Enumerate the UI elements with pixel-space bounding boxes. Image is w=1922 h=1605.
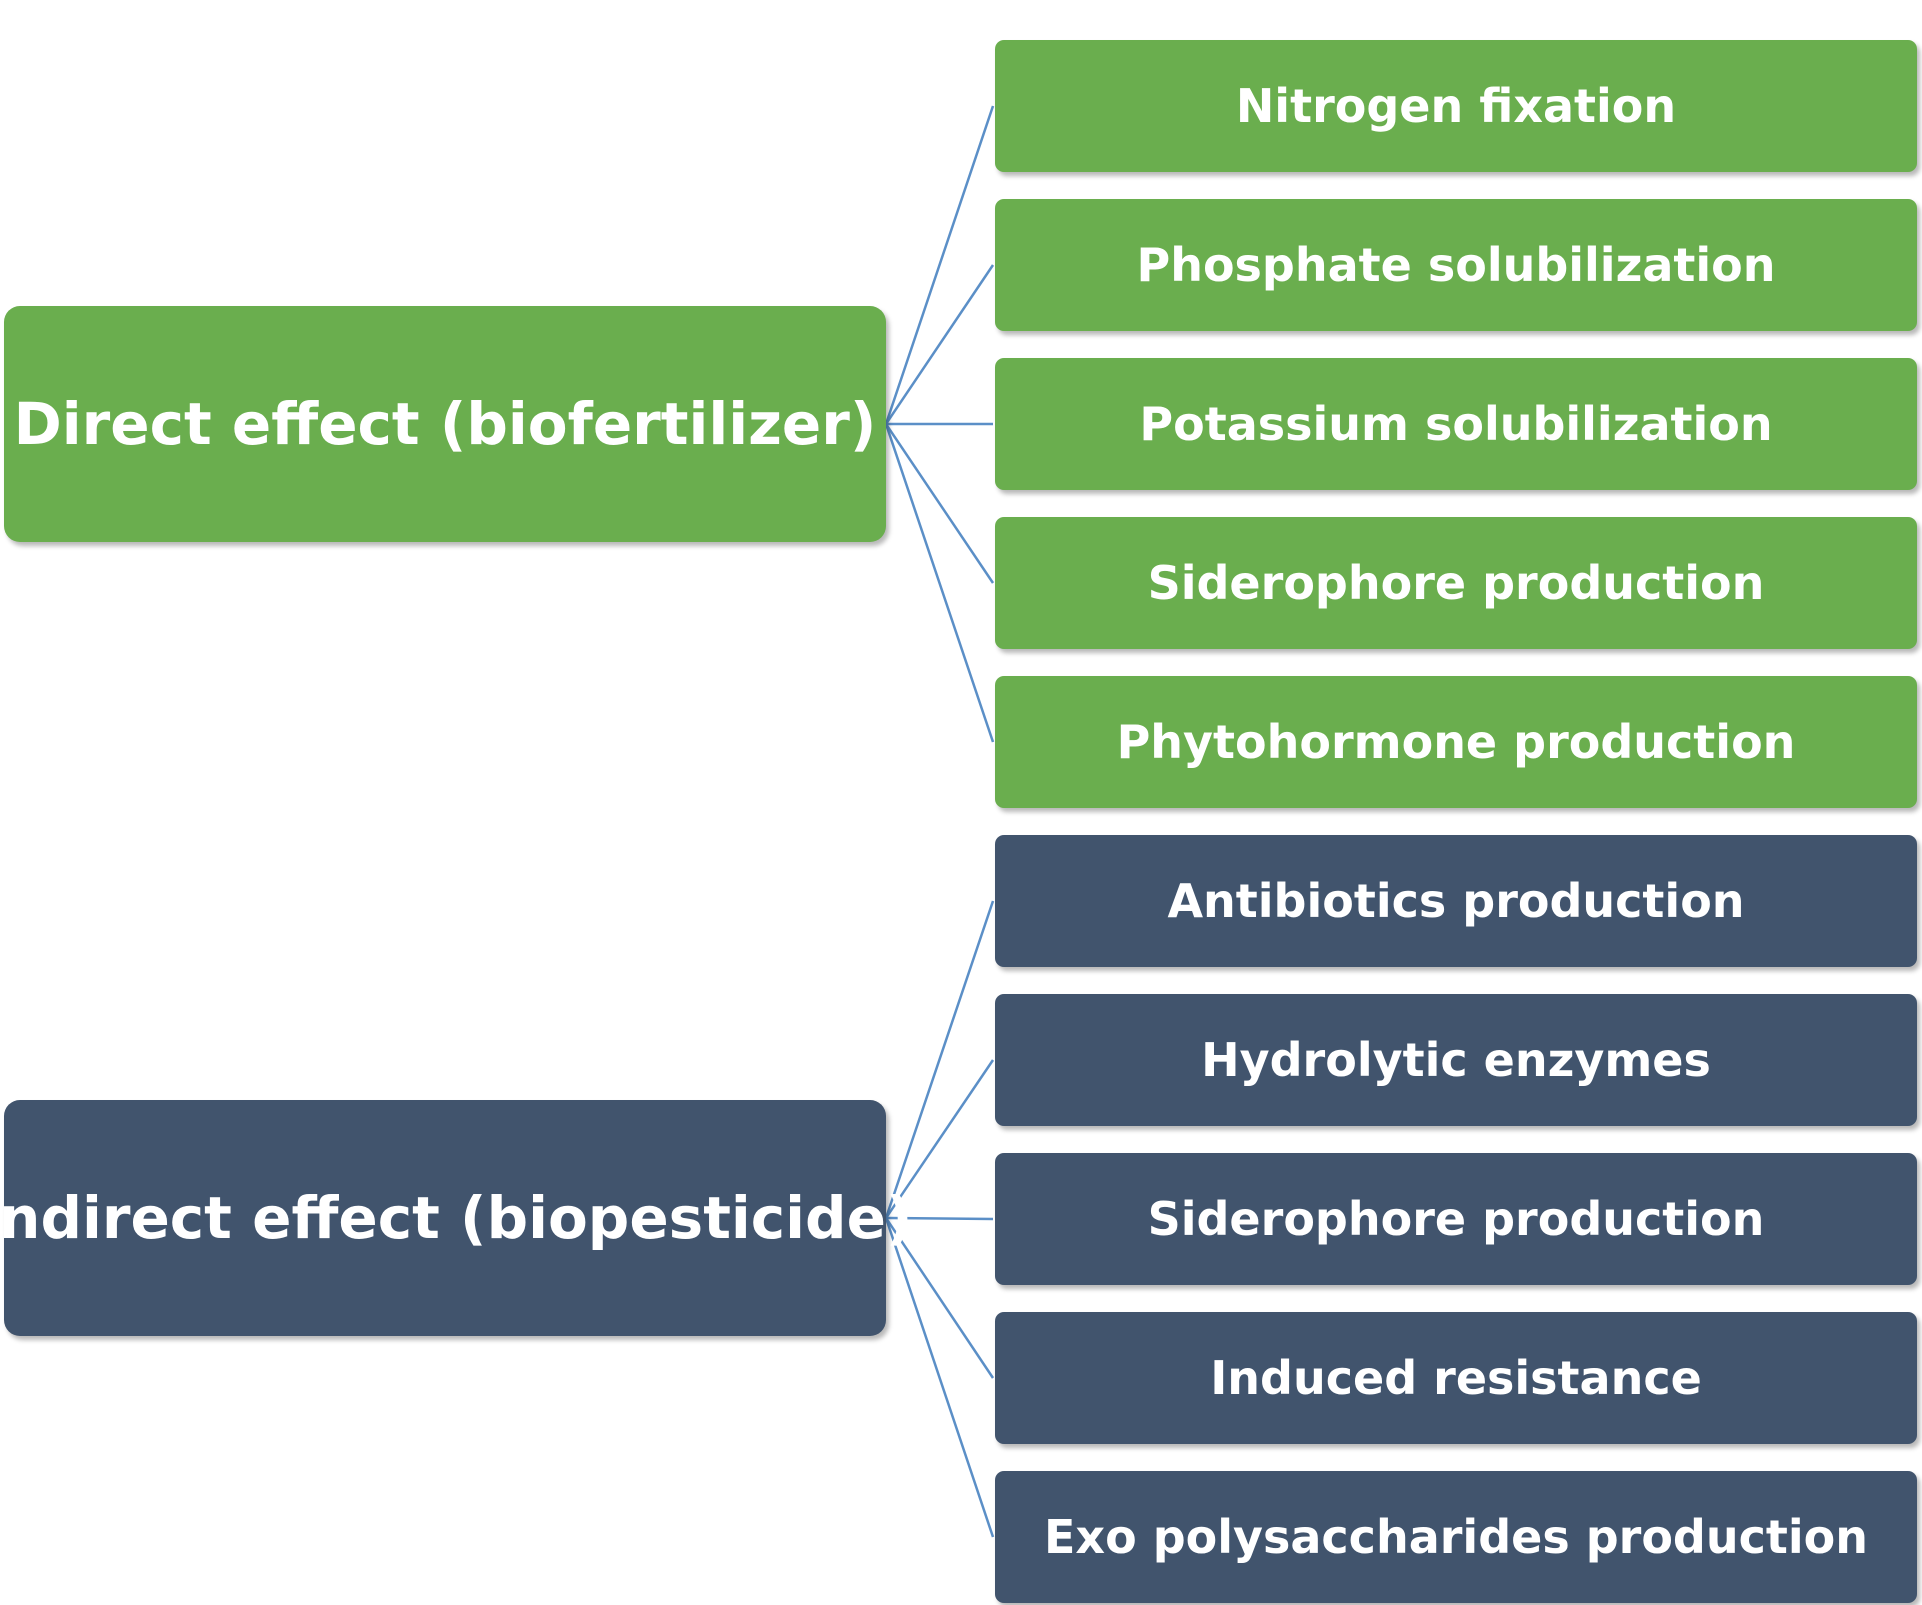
indirect-item-exo-polysaccharides-production: Exo polysaccharides production <box>995 1471 1917 1603</box>
direct-connector-0 <box>884 105 995 425</box>
direct-item-phosphate-solubilization: Phosphate solubilization <box>995 199 1917 331</box>
direct-effect-box: Direct effect (biofertilizer) <box>4 306 886 542</box>
indirect-connector-0 <box>884 900 995 1219</box>
direct-connector-3 <box>884 423 995 584</box>
direct-item-potassium-solubilization: Potassium solubilization <box>995 358 1917 490</box>
direct-item-nitrogen-fixation: Nitrogen fixation <box>995 40 1917 172</box>
indirect-connector-3 <box>884 1217 995 1379</box>
direct-item-phytohormone-production: Phytohormone production <box>995 676 1917 808</box>
direct-item-siderophore-production: Siderophore production <box>995 517 1917 649</box>
indirect-connector-1 <box>884 1059 995 1219</box>
direct-connector-4 <box>884 423 995 743</box>
indirect-item-siderophore-production: Siderophore production <box>995 1153 1917 1285</box>
indirect-connector-2 <box>885 1216 994 1221</box>
indirect-item-induced-resistance: Induced resistance <box>995 1312 1917 1444</box>
indirect-effect-box: Indirect effect (biopesticide) <box>0 1100 912 1336</box>
indirect-item-hydrolytic-enzymes: Hydrolytic enzymes <box>995 994 1917 1126</box>
indirect-connector-4 <box>884 1217 995 1538</box>
indirect-item-antibiotics-production: Antibiotics production <box>995 835 1917 967</box>
direct-connector-1 <box>884 264 995 425</box>
